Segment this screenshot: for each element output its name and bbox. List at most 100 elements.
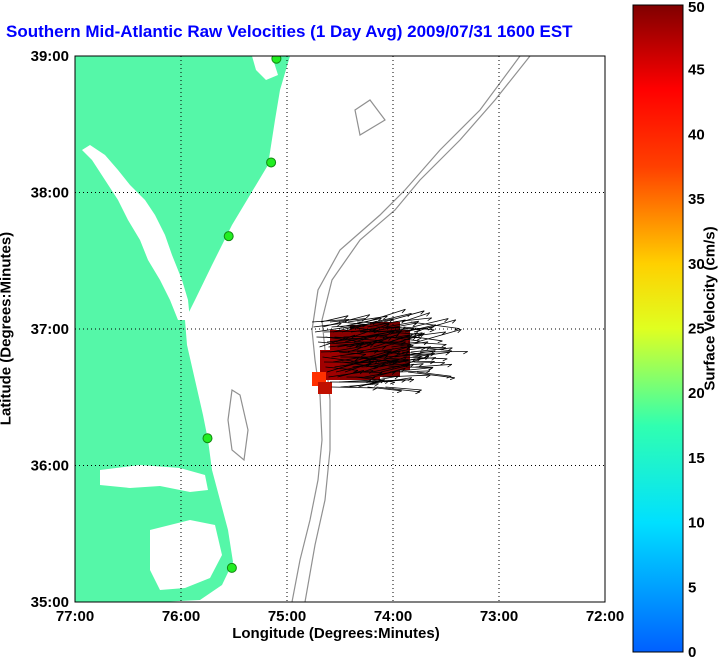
- velocity-arrow: [338, 321, 366, 325]
- velocity-arrowhead: [368, 370, 374, 374]
- velocity-arrowhead: [431, 357, 437, 361]
- velocity-arrowhead: [396, 350, 401, 355]
- velocity-arrow: [313, 323, 342, 328]
- velocity-arrowhead: [368, 357, 373, 362]
- velocity-arrow: [391, 341, 429, 348]
- velocity-arrow: [362, 356, 407, 373]
- velocity-arrow: [385, 320, 419, 328]
- velocity-arrow: [323, 330, 368, 333]
- velocity-arrowhead: [444, 318, 449, 323]
- velocity-arrowhead: [366, 363, 371, 368]
- velocity-arrow: [319, 334, 356, 348]
- velocity-arrow: [401, 312, 430, 323]
- x-axis-ticks: 77:00 76:00 75:00 74:00 73:00 72:00: [56, 608, 624, 625]
- colorbar-tick-label: 5: [688, 579, 696, 596]
- velocity-arrow: [325, 366, 359, 371]
- plot-frame: [74, 55, 606, 603]
- velocity-arrowhead: [391, 371, 397, 375]
- velocity-arrow: [338, 379, 371, 383]
- velocity-arrow: [347, 343, 374, 353]
- colorbar-tick-label: 50: [688, 0, 705, 16]
- velocity-arrow: [379, 336, 422, 339]
- station-marker: [202, 433, 213, 444]
- velocity-arrow: [382, 336, 417, 348]
- velocity-arrow: [416, 329, 462, 343]
- velocity-arrowhead: [416, 389, 422, 393]
- velocity-arrowhead: [383, 315, 388, 320]
- x-tick-label: 73:00: [480, 608, 518, 625]
- velocity-arrowhead: [427, 317, 433, 322]
- colorbar-tick-label: 35: [688, 191, 705, 208]
- albemarle-sound: [100, 465, 208, 492]
- velocity-arrowhead: [450, 377, 455, 381]
- velocity-arrowhead: [373, 349, 379, 354]
- velocity-arrowhead: [354, 357, 360, 362]
- velocity-arrow: [412, 318, 449, 328]
- velocity-arrowhead: [337, 323, 342, 327]
- velocity-arrowhead: [425, 355, 430, 361]
- velocity-arrow: [388, 336, 420, 342]
- velocity-arrow: [383, 310, 425, 323]
- velocity-arrow: [407, 371, 455, 379]
- velocity-arrowhead: [454, 328, 460, 331]
- colorbar-tick-label: 40: [688, 126, 705, 143]
- velocity-arrow: [326, 357, 373, 373]
- velocity-arrowhead: [359, 370, 365, 375]
- velocity-arrow: [344, 360, 378, 373]
- velocity-arrow: [341, 320, 377, 333]
- velocity-arrow: [332, 324, 361, 333]
- colorbar-tick-label: 0: [688, 644, 696, 659]
- velocity-arrowhead: [403, 356, 407, 361]
- velocity-arrowhead: [361, 354, 366, 357]
- velocity-arrowhead: [452, 319, 457, 324]
- velocity-arrow: [350, 350, 392, 363]
- velocity-arrowhead: [413, 332, 418, 337]
- x-axis-label: Longitude (Degrees:Minutes): [232, 625, 440, 642]
- x-tick-label: 74:00: [374, 608, 412, 625]
- velocity-arrow: [398, 370, 430, 373]
- velocity-arrow: [416, 371, 452, 377]
- station-markers: [202, 56, 282, 573]
- velocity-arrow: [404, 324, 436, 333]
- velocity-arrowhead: [374, 360, 379, 365]
- velocity-arrowhead: [447, 363, 453, 368]
- velocity-arrowhead: [365, 314, 371, 319]
- velocity-arrow: [356, 345, 387, 353]
- velocity-arrow: [412, 351, 450, 358]
- velocity-arrowhead: [373, 366, 379, 370]
- velocity-arrowhead: [374, 383, 379, 387]
- velocity-arrowhead: [415, 391, 421, 395]
- velocity-arrow: [338, 351, 366, 355]
- velocity-vectors: [311, 308, 468, 395]
- velocity-arrowhead: [428, 367, 434, 371]
- velocity-arrow: [388, 363, 424, 368]
- velocity-arrowhead: [394, 375, 400, 380]
- velocity-arrow: [320, 315, 349, 323]
- velocity-arrow: [314, 325, 355, 333]
- y-axis-ticks: 39:00 38:00 37:00 36:00 35:00: [31, 48, 69, 611]
- station-marker: [271, 56, 282, 64]
- velocity-arrowhead: [396, 390, 402, 394]
- velocity-arrowhead: [377, 318, 382, 322]
- velocity-arrowhead: [445, 351, 450, 356]
- velocity-arrow: [403, 356, 448, 360]
- velocity-arrowhead: [431, 350, 436, 355]
- velocity-arrow: [331, 386, 378, 389]
- y-tick-label: 37:00: [31, 321, 69, 338]
- velocity-arrow: [350, 327, 377, 333]
- velocity-arrowhead: [423, 341, 429, 346]
- velocity-arrowhead: [388, 336, 393, 342]
- velocity-arrowhead: [344, 315, 349, 320]
- colorbar-tick-label: 30: [688, 256, 705, 273]
- x-tick-label: 76:00: [162, 608, 200, 625]
- velocity-arrowhead: [374, 334, 379, 339]
- velocity-arrow: [413, 361, 445, 364]
- velocity-arrowhead: [372, 320, 377, 325]
- velocity-arrowhead: [426, 312, 431, 317]
- x-tick-label: 72:00: [586, 608, 624, 625]
- station-marker: [223, 231, 234, 242]
- station-marker: [266, 157, 277, 168]
- velocity-arrowhead: [387, 350, 392, 355]
- colorbar-tick-label: 10: [688, 515, 705, 532]
